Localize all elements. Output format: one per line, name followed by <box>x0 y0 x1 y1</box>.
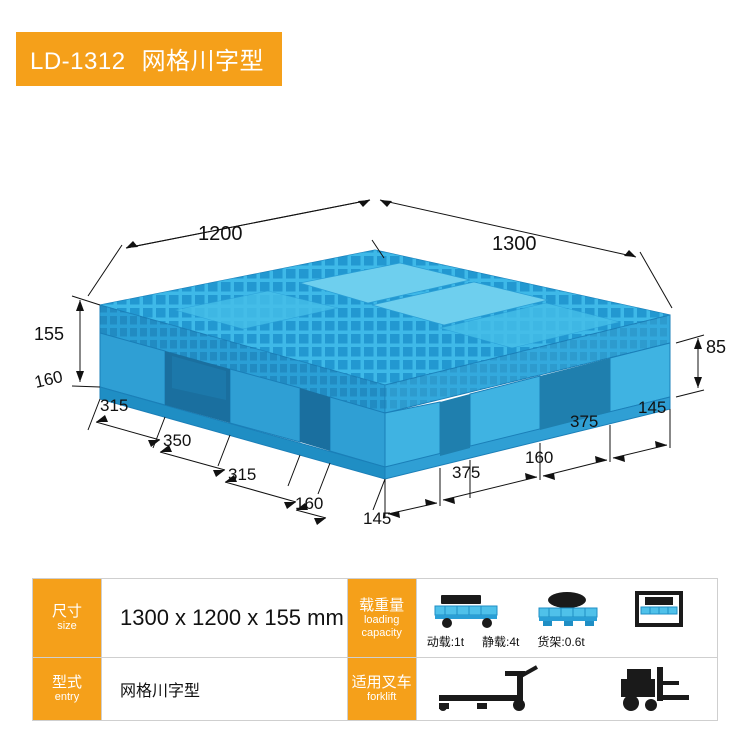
dim-160-mid: 160 <box>295 494 323 513</box>
pallet-jack-icon <box>438 665 538 711</box>
dim-160-left: 160 <box>33 367 65 392</box>
label-forklift: 适用叉车 forklift <box>346 657 417 721</box>
label-size-cn: 尺寸 <box>51 603 82 621</box>
capacity-text-row: 动载:1t 静载:4t 货架:0.6t <box>425 633 709 650</box>
pallet-body <box>99 249 671 480</box>
dim-145-right: 145 <box>638 398 666 417</box>
label-size: 尺寸 size <box>32 578 102 658</box>
dim-1300: 1300 <box>492 233 537 255</box>
forklift-icon-row <box>425 665 709 713</box>
dim-315-mid: 315 <box>228 465 256 484</box>
static-load-icon <box>538 591 598 626</box>
label-capacity-cn: 载重量 <box>359 596 405 614</box>
dimension-labels: 1200 1300 155 85 160 315 350 315 160 145… <box>33 223 726 528</box>
dim-315-left: 315 <box>100 396 128 415</box>
value-size: 1300 x 1200 x 155 mm <box>101 578 348 658</box>
label-size-en: size <box>57 620 77 633</box>
pallet-technical-drawing: 1200 1300 155 85 160 315 350 315 160 145… <box>0 100 750 555</box>
dim-1200: 1200 <box>198 223 243 245</box>
dim-375-right: 375 <box>570 412 598 431</box>
label-entry: 型式 entry <box>32 657 102 721</box>
label-entry-en: entry <box>54 691 80 704</box>
dimension-lines <box>71 199 705 525</box>
product-title-banner: LD-1312 网格川字型 <box>16 32 283 86</box>
dim-160-right: 160 <box>525 448 553 467</box>
value-forklift <box>415 657 719 721</box>
capacity-static: 静载:4t <box>482 634 520 649</box>
dim-155: 155 <box>34 324 64 344</box>
table-row-size: 尺寸 size 1300 x 1200 x 155 mm 载重量 loading… <box>32 578 719 658</box>
value-loading-capacity: 动载:1t 静载:4t 货架:0.6t <box>415 578 719 658</box>
capacity-rack: 货架:0.6t <box>537 634 585 649</box>
label-capacity-en-1: loading <box>363 613 400 626</box>
table-row-entry: 型式 entry 网格川字型 适用叉车 forklift <box>32 657 719 721</box>
dim-145-left: 145 <box>363 509 391 528</box>
label-entry-cn: 型式 <box>51 674 82 692</box>
dynamic-load-icon <box>434 594 498 628</box>
dim-350: 350 <box>163 431 191 450</box>
product-code: LD-1312 <box>30 48 126 75</box>
forklift-icon <box>620 667 689 711</box>
capacity-icon-row <box>425 589 709 629</box>
dim-85: 85 <box>706 337 726 357</box>
label-loading-capacity: 载重量 loading capacity <box>346 578 417 658</box>
rack-load-icon <box>634 590 683 627</box>
label-forklift-cn: 适用叉车 <box>351 674 412 692</box>
value-entry: 网格川字型 <box>101 657 348 721</box>
capacity-dynamic: 动载:1t <box>426 634 465 649</box>
product-name-cn: 网格川字型 <box>141 48 265 75</box>
dim-375-left: 375 <box>452 463 480 482</box>
spec-table: 尺寸 size 1300 x 1200 x 155 mm 载重量 loading… <box>32 578 719 721</box>
label-capacity-en-2: capacity <box>361 626 402 639</box>
label-forklift-en: forklift <box>367 691 397 704</box>
